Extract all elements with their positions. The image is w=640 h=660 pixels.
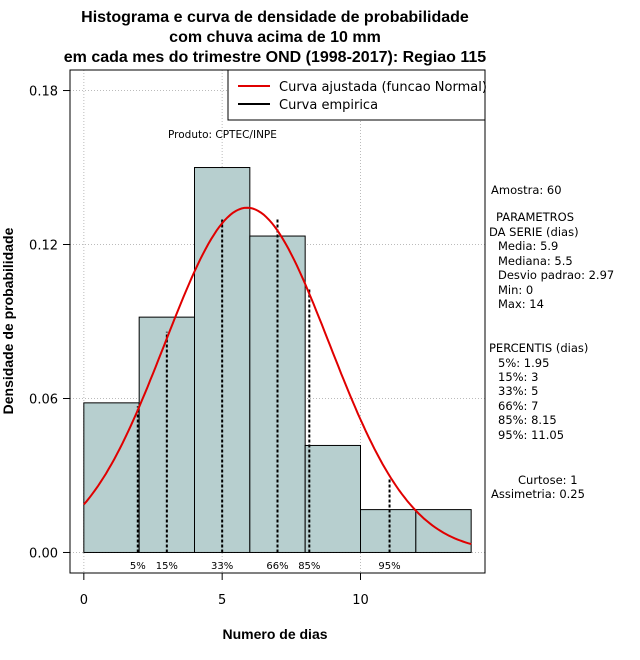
stat-mean: Media: 5.9 <box>498 239 558 253</box>
percentile-lines-layer: 5% 15% 33% 66% 85% 95% <box>130 218 401 572</box>
stats-panel: Amostra: 60 PARAMETROS DA SERIE (dias) M… <box>489 183 614 501</box>
y-axis-label: Densidade de probabilidade <box>0 227 16 414</box>
legend: Curva ajustada (funcao Normal) Curva emp… <box>227 69 487 121</box>
y-tick-label-0: 0.00 <box>29 546 58 561</box>
percentile-label-0: 5% <box>130 561 146 572</box>
stat-min: Min: 0 <box>498 283 533 297</box>
histogram-bar-4 <box>304 444 361 553</box>
percentile-33: 33%: 5 <box>498 384 538 398</box>
stat-sd: Desvio padrao: 2.97 <box>498 268 614 282</box>
percentile-15: 15%: 3 <box>498 370 538 384</box>
legend-label-empirical: Curva empirica <box>279 98 378 113</box>
y-tick-label-1: 0.06 <box>29 392 58 407</box>
params-title-1: PARAMETROS <box>496 210 574 224</box>
chart-title-line-3: em cada mes do trimestre OND (1998-2017)… <box>64 49 487 66</box>
x-tick-label-2: 10 <box>352 593 369 608</box>
percentile-label-1: 15% <box>156 561 178 572</box>
axes-layer: 0 5 10 0.00 0.06 0.12 0.18 <box>29 85 369 608</box>
percentiles-title: PERCENTIS (dias) <box>489 341 588 355</box>
stat-skewness: Assimetria: 0.25 <box>491 487 585 501</box>
stat-median: Mediana: 5.5 <box>498 254 573 268</box>
percentile-95: 95%: 11.05 <box>498 428 564 442</box>
histogram-bar-5 <box>360 509 417 553</box>
percentile-label-3: 66% <box>266 561 288 572</box>
sample-size: Amostra: 60 <box>491 183 562 197</box>
y-tick-label-3: 0.18 <box>29 85 58 100</box>
params-title-2: DA SERIE (dias) <box>489 225 579 239</box>
percentile-85: 85%: 8.15 <box>498 413 557 427</box>
percentile-label-2: 33% <box>211 561 233 572</box>
x-axis-label: Numero de dias <box>222 626 327 642</box>
product-credit: Produto: CPTEC/INPE <box>168 129 277 141</box>
x-tick-label-1: 5 <box>218 593 226 608</box>
y-tick-label-2: 0.12 <box>29 239 58 254</box>
chart-title-line-1: Histograma e curva de densidade de proba… <box>81 9 469 26</box>
stat-max: Max: 14 <box>498 297 544 311</box>
percentile-66: 66%: 7 <box>498 399 538 413</box>
x-tick-label-0: 0 <box>80 593 88 608</box>
legend-label-fitted: Curva ajustada (funcao Normal) <box>279 80 487 95</box>
stat-kurtosis: Curtose: 1 <box>518 473 578 487</box>
percentile-label-4: 85% <box>298 561 320 572</box>
percentile-label-5: 95% <box>378 561 400 572</box>
legend-box <box>227 69 486 121</box>
histogram-bar-6 <box>415 509 472 553</box>
chart-title-line-2: com chuva acima de 10 mm <box>169 29 381 46</box>
normal-curve-line <box>83 206 472 546</box>
percentile-5: 5%: 1.95 <box>498 356 549 370</box>
